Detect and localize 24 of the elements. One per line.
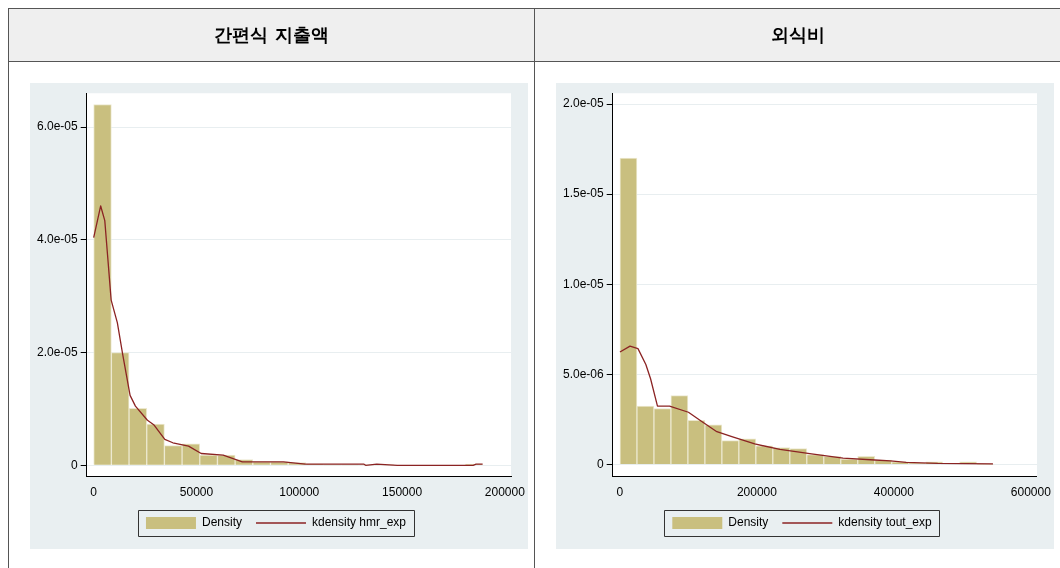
legend-label: Density [728, 515, 769, 530]
legend-label: Density [201, 515, 242, 530]
y-tick-label: 0 [71, 457, 79, 472]
x-tick-label: 50000 [179, 485, 214, 500]
x-tick-label: 600000 [1010, 485, 1052, 500]
y-tick-label: 0 [597, 456, 605, 471]
x-tick-label: 150000 [382, 485, 423, 500]
y-tick-label: 2.0e-05 [563, 96, 605, 111]
y-tick-label: 6.0e-05 [37, 119, 79, 134]
x-tick-label: 400000 [873, 485, 915, 500]
x-tick-label: 100000 [279, 485, 320, 500]
y-tick-label: 1.0e-05 [563, 276, 605, 291]
x-tick-label: 200000 [736, 485, 778, 500]
x-tick-label: 0 [616, 485, 624, 500]
y-tick-label: 2.0e-05 [37, 344, 79, 359]
y-tick-label: 5.0e-06 [563, 366, 605, 381]
y-tick-label: 1.5e-05 [563, 186, 605, 201]
x-tick-label: 200000 [484, 485, 526, 500]
legend-label: kdensity hmr_exp [311, 515, 407, 530]
y-tick-label: 4.0e-05 [37, 232, 79, 247]
x-tick-label: 0 [90, 485, 98, 500]
legend-label: kdensity tout_exp [838, 515, 933, 530]
chart-title: 간편식 지출액 [9, 9, 534, 62]
chart-title: 외식비 [535, 9, 1060, 62]
